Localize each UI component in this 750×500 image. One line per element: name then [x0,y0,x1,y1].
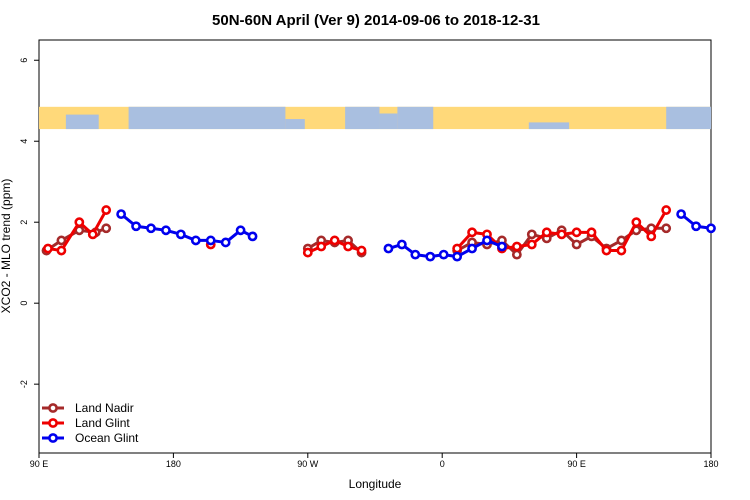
data-point [101,223,112,234]
map-ocean-region [528,122,570,130]
data-point [161,225,171,236]
data-point [601,245,612,256]
legend-marker [48,403,58,413]
series-ocean-glint [116,209,716,262]
data-point [146,223,156,234]
x-tick-label: 90 W [297,459,319,469]
data-point [526,239,537,250]
data-point [556,229,567,240]
data-point [131,221,141,232]
x-tick-label: 180 [703,459,718,469]
legend-item: Land Nadir [42,401,134,415]
data-point [631,217,642,228]
legend-marker [48,418,58,428]
data-point [396,239,407,250]
data-point [425,251,436,262]
map-ocean-region [379,113,398,130]
legend-label: Land Glint [75,416,130,430]
data-point [497,241,507,252]
data-point [541,227,552,238]
data-point [526,229,537,240]
data-point [56,235,67,246]
legend-item: Land Glint [42,416,130,430]
data-point [56,245,67,256]
world-map-strip [39,106,711,130]
data-point [247,231,258,242]
data-point [586,227,597,238]
data-point [190,235,201,246]
data-point [661,205,672,215]
data-point [571,239,582,250]
data-point [343,241,354,252]
data-point [220,237,231,248]
data-point [43,243,53,254]
y-tick-label: 2 [19,220,29,225]
x-axis-label: Longitude [349,477,402,491]
data-point [646,231,657,242]
map-ocean-region [345,106,380,130]
x-axis: 90 E 180 90 W 0 90 E 180 [30,453,719,469]
y-tick-label: 6 [19,58,29,63]
data-point [74,217,85,228]
data-point [676,209,687,220]
x-tick-label: 90 E [30,459,49,469]
x-tick-label: 180 [166,459,181,469]
data-point [467,243,477,254]
data-point [452,251,463,262]
data-point [302,247,313,258]
data-point [482,235,492,246]
x-tick-label: 0 [440,459,445,469]
data-point [511,241,522,252]
y-tick-label: -2 [19,380,29,388]
data-point [661,223,672,234]
data-point [616,235,627,246]
data-point [467,227,477,238]
data-point [175,229,186,240]
data-point [356,245,367,256]
map-ocean-region [666,106,711,130]
data-point [571,227,582,238]
y-tick-label: 4 [19,139,29,144]
map-ocean-region [285,119,305,130]
data-point [101,205,112,215]
y-tick-label: 0 [19,301,29,306]
data-point [616,245,627,256]
legend-label: Land Nadir [75,401,134,415]
data-point [87,229,98,240]
legend-label: Ocean Glint [75,431,139,445]
map-ocean-region [128,106,286,130]
series-layer [41,205,716,262]
legend-marker [48,433,58,443]
data-point [329,235,340,246]
data-point [438,249,449,260]
data-point [511,249,522,260]
legend-item: Ocean Glint [42,431,139,445]
data-point [410,249,421,260]
series-line [120,212,254,244]
plot-frame [38,39,712,454]
y-axis-label: XCO2 - MLO trend (ppm) [0,179,13,314]
data-point [706,223,716,234]
map-ocean-region [65,114,99,130]
data-point [205,235,216,246]
data-point [316,241,327,252]
x-tick-label: 90 E [567,459,586,469]
data-point [116,209,127,220]
data-point [383,243,394,254]
chart-title: 50N-60N April (Ver 9) 2014-09-06 to 2018… [212,12,540,29]
data-point [691,221,701,232]
y-axis: -2 0 2 4 6 [19,58,39,388]
data-point [235,225,246,236]
data-point [452,243,463,254]
map-ocean-region [397,106,434,130]
